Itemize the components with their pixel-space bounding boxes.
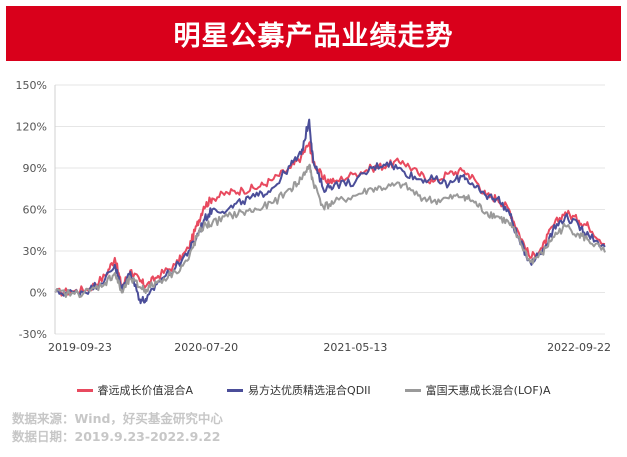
legend-swatch xyxy=(227,388,244,392)
legend-item-2: 易方达优质精选混合QDII xyxy=(227,380,371,400)
x-tick-label: 2022-09-22 xyxy=(547,341,611,354)
x-tick-label: 2020-07-20 xyxy=(174,341,238,354)
data-date-note: 数据日期：2019.9.23-2022.9.22 xyxy=(12,429,221,444)
chart-legend: 睿远成长价值混合A 易方达优质精选混合QDII 富国天惠成长混合(LOF)A xyxy=(0,380,627,400)
y-tick-label: 60% xyxy=(23,204,47,217)
y-tick-label: 90% xyxy=(23,162,47,175)
data-source-note: 数据来源：Wind，好买基金研究中心 xyxy=(12,411,223,426)
chart-title: 明星公募产品业绩走势 xyxy=(173,21,454,52)
legend-label: 易方达优质精选混合QDII xyxy=(248,384,371,397)
footer-notes: 数据来源：Wind，好买基金研究中心 数据日期：2019.9.23-2022.9… xyxy=(12,410,223,446)
legend-label: 睿远成长价值混合A xyxy=(97,384,194,397)
legend-swatch xyxy=(404,388,421,392)
y-tick-label: 120% xyxy=(16,121,47,134)
y-tick-label: -30% xyxy=(19,328,47,341)
x-tick-label: 2019-09-23 xyxy=(48,341,112,354)
title-banner: 明星公募产品业绩走势 xyxy=(6,6,621,61)
legend-item-3: 富国天惠成长混合(LOF)A xyxy=(404,380,551,400)
x-tick-label: 2021-05-13 xyxy=(323,341,387,354)
y-tick-label: 0% xyxy=(30,287,47,300)
series-layer xyxy=(54,118,606,305)
axis-layer: -30% 0% 30% 60% 90% 120% 150% 2019-09-23 2020-07… xyxy=(16,79,611,354)
performance-line-chart: -30% 0% 30% 60% 90% 120% 150% 2019-09-23 2020-07… xyxy=(16,79,611,354)
legend-swatch xyxy=(76,388,93,392)
legend-item-1: 睿远成长价值混合A xyxy=(76,380,194,400)
y-tick-label: 30% xyxy=(23,245,47,258)
y-tick-label: 150% xyxy=(16,79,47,92)
legend-label: 富国天惠成长混合(LOF)A xyxy=(425,384,551,397)
series-line-1 xyxy=(54,141,606,297)
series-line-3 xyxy=(54,163,606,299)
grid-layer xyxy=(55,84,605,335)
